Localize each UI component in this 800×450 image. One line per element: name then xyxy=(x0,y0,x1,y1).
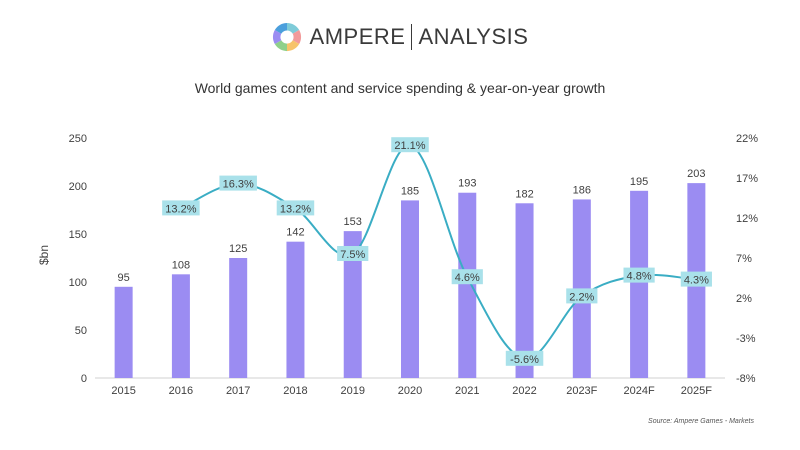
logo-center xyxy=(279,30,294,44)
brand-name-right: ANALYSIS xyxy=(418,24,529,49)
bar xyxy=(458,192,477,378)
growth-data-label: 4.8% xyxy=(623,267,655,283)
x-tick-label: 2019 xyxy=(340,385,364,397)
bar xyxy=(515,203,534,378)
growth-label-box xyxy=(219,175,257,191)
bar-value-label: 193 xyxy=(458,178,476,190)
growth-data-label: 2.2% xyxy=(566,288,598,304)
growth-label-box xyxy=(337,246,369,261)
x-tick-label: 2022 xyxy=(512,385,536,397)
brand-header: AMPERE ANALYSIS xyxy=(0,22,800,52)
logo-segment xyxy=(272,29,287,45)
bar-value-label: 125 xyxy=(229,243,247,255)
y-right-tick-label: 17% xyxy=(736,173,758,185)
growth-label-text: 4.6% xyxy=(455,272,480,284)
growth-data-label: 4.3% xyxy=(680,271,712,287)
bar-value-label: 203 xyxy=(687,168,705,180)
growth-label-text: 16.3% xyxy=(223,179,254,191)
x-tick-label: 2017 xyxy=(226,385,250,397)
y-left-tick-label: 0 xyxy=(81,373,87,385)
bar-value-label: 185 xyxy=(401,185,419,197)
growth-line xyxy=(180,144,697,360)
x-tick-label: 2020 xyxy=(398,385,422,397)
chart-title: World games content and service spending… xyxy=(194,80,606,96)
brand-name-left: AMPERE xyxy=(309,24,406,49)
x-tick-label: 2025F xyxy=(681,385,712,397)
y-left-tick-label: 250 xyxy=(69,133,87,145)
growth-label-box xyxy=(505,350,544,366)
bar xyxy=(401,200,419,378)
growth-data-label: 13.2% xyxy=(162,200,200,216)
growth-label-box xyxy=(680,271,712,287)
growth-label-text: 13.2% xyxy=(280,203,311,215)
source-note: Source: Ampere Games - Markets xyxy=(648,418,754,425)
growth-label-text: 21.1% xyxy=(394,140,425,152)
y-right-tick-label: 12% xyxy=(736,213,758,225)
y-left-tick-label: 150 xyxy=(69,229,87,241)
bar-value-label: 153 xyxy=(344,216,362,228)
x-tick-label: 2021 xyxy=(455,385,479,397)
growth-data-label: -5.6% xyxy=(505,350,544,366)
growth-data-label: 7.5% xyxy=(337,246,369,261)
y-right-tick-label: -3% xyxy=(736,333,756,345)
brand-divider xyxy=(411,24,413,50)
bar xyxy=(171,274,190,378)
bar-value-label: 195 xyxy=(630,176,648,188)
bar-value-label: 108 xyxy=(172,259,190,271)
x-tick-label: 2023F xyxy=(566,385,597,397)
growth-label-text: -5.6% xyxy=(510,354,539,366)
growth-data-label: 16.3% xyxy=(219,175,257,191)
bar xyxy=(229,258,248,378)
growth-label-text: 2.2% xyxy=(569,291,594,303)
growth-label-text: 4.3% xyxy=(684,275,709,287)
bar xyxy=(343,231,362,378)
growth-label-text: 13.2% xyxy=(165,203,196,215)
y-right-tick-label: 2% xyxy=(736,293,752,305)
y-left-tick-label: 200 xyxy=(69,181,87,193)
bar-value-label: 186 xyxy=(573,184,591,196)
y-right-tick-label: 22% xyxy=(736,133,758,145)
growth-label-text: 4.8% xyxy=(627,271,652,283)
x-tick-label: 2024F xyxy=(623,385,654,397)
growth-label-box xyxy=(276,200,315,216)
bar-value-label: 142 xyxy=(286,227,304,239)
bar xyxy=(630,190,649,378)
x-tick-label: 2016 xyxy=(169,385,193,397)
growth-label-box xyxy=(391,137,429,153)
growth-label-box xyxy=(162,200,200,216)
bar-value-label: 95 xyxy=(118,272,130,284)
logo-segment xyxy=(286,29,301,45)
ampere-logo-icon xyxy=(272,22,301,52)
y-left-tick-label: 100 xyxy=(69,277,87,289)
y-right-tick-label: -8% xyxy=(736,373,756,385)
x-tick-label: 2018 xyxy=(283,385,307,397)
growth-data-label: 4.6% xyxy=(451,269,483,285)
growth-label-box xyxy=(623,267,655,283)
bar xyxy=(114,286,133,378)
growth-data-label: 13.2% xyxy=(276,200,315,216)
y-right-tick-label: 7% xyxy=(736,253,752,265)
y-left-tick-label: 50 xyxy=(75,325,87,337)
x-tick-label: 2015 xyxy=(111,385,135,397)
growth-data-label: 21.1% xyxy=(391,137,429,153)
bar xyxy=(286,241,305,378)
bar-value-label: 182 xyxy=(515,188,533,200)
growth-label-box xyxy=(566,288,598,304)
growth-label-text: 7.5% xyxy=(340,249,365,261)
growth-label-box xyxy=(451,269,483,285)
